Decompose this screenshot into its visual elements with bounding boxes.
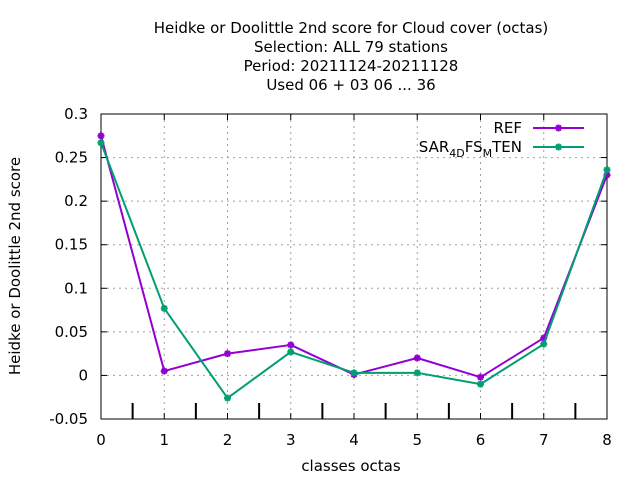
x-tick-label: 7 bbox=[539, 431, 549, 449]
data-point bbox=[413, 369, 421, 377]
title-line-3: Period: 20211124-20211128 bbox=[244, 57, 459, 75]
legend-label-ref: REF bbox=[493, 119, 522, 137]
chart-title: Heidke or Doolittle 2nd score for Cloud … bbox=[154, 19, 549, 94]
data-point bbox=[413, 354, 421, 362]
data-point bbox=[287, 341, 295, 349]
x-tick-label: 3 bbox=[286, 431, 296, 449]
legend: REF SAR4DFSMTEN bbox=[419, 119, 584, 160]
x-tick-label: 4 bbox=[349, 431, 359, 449]
y-tick-label: 0.3 bbox=[64, 105, 88, 123]
y-tick-label: 0.15 bbox=[55, 236, 88, 254]
legend-marker-sar bbox=[555, 143, 562, 151]
data-point bbox=[97, 139, 105, 147]
data-point bbox=[224, 394, 231, 402]
x-tick-label: 2 bbox=[223, 431, 233, 449]
legend-sar-part-3: FS bbox=[465, 138, 483, 156]
data-point bbox=[603, 166, 611, 174]
data-point bbox=[97, 132, 105, 140]
data-point bbox=[160, 367, 168, 375]
data-point bbox=[603, 171, 611, 179]
title-line-2: Selection: ALL 79 stations bbox=[254, 38, 448, 56]
series-line bbox=[100, 135, 608, 379]
legend-sar-part-4: M bbox=[483, 147, 493, 160]
x-axis-label: classes octas bbox=[301, 457, 401, 475]
class-boundary-ticks bbox=[131, 403, 577, 419]
data-point bbox=[477, 380, 484, 388]
y-tick-label: 0.2 bbox=[64, 192, 88, 210]
data-point bbox=[224, 350, 231, 358]
data-point bbox=[477, 373, 484, 381]
data-point bbox=[350, 369, 358, 377]
series-sar bbox=[97, 139, 611, 402]
legend-sar-part-2: 4D bbox=[449, 147, 464, 160]
series-layer bbox=[97, 132, 611, 402]
legend-label-sar: SAR4DFSMTEN bbox=[419, 138, 522, 160]
x-tick-label: 5 bbox=[412, 431, 422, 449]
legend-sar-part-1: SAR bbox=[419, 138, 449, 156]
data-point bbox=[540, 340, 548, 348]
data-point bbox=[540, 334, 548, 342]
y-axis: -0.05 0 0.05 0.1 0.15 0.2 0.25 0.3 bbox=[49, 105, 607, 428]
y-tick-label: 0 bbox=[78, 366, 88, 384]
title-line-1: Heidke or Doolittle 2nd score for Cloud … bbox=[154, 19, 549, 37]
y-tick-label: -0.05 bbox=[49, 410, 88, 428]
x-tick-label: 6 bbox=[476, 431, 486, 449]
x-tick-label: 1 bbox=[159, 431, 169, 449]
title-line-4: Used 06 + 03 06 ... 36 bbox=[266, 76, 435, 94]
data-point bbox=[287, 348, 295, 356]
legend-marker-ref bbox=[555, 124, 562, 132]
x-axis: 0 1 2 3 4 5 6 7 8 bbox=[96, 114, 612, 449]
y-axis-label: Heidke or Doolittle 2nd score bbox=[6, 157, 24, 375]
legend-sar-part-5: TEN bbox=[491, 138, 522, 156]
y-tick-label: 0.1 bbox=[64, 279, 88, 297]
x-tick-label: 8 bbox=[602, 431, 612, 449]
y-tick-label: 0.05 bbox=[55, 323, 88, 341]
grid bbox=[101, 114, 607, 419]
y-tick-label: 0.25 bbox=[55, 149, 88, 167]
data-point bbox=[160, 304, 168, 312]
x-tick-label: 0 bbox=[96, 431, 106, 449]
